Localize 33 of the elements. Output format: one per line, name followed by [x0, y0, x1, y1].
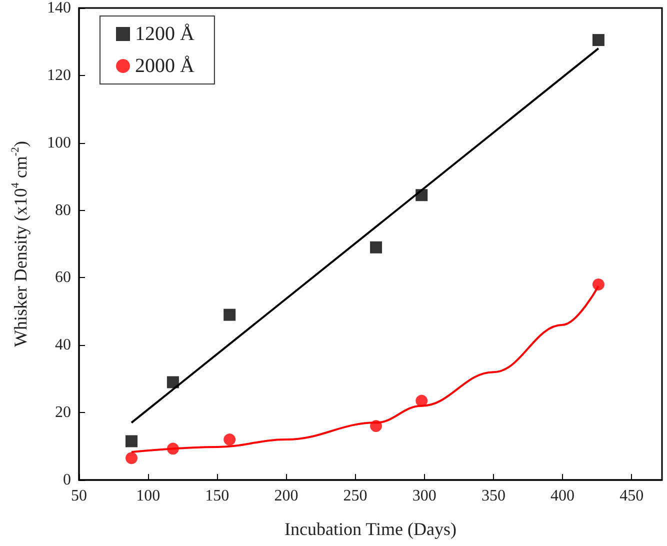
y-tick-label: 60 [55, 269, 71, 286]
y-tick-label: 80 [55, 202, 71, 219]
point [416, 394, 428, 407]
y-axis-title: Whisker Density (x104 cm-2) [10, 140, 30, 348]
x-tick-label: 100 [136, 488, 160, 504]
point [126, 452, 138, 464]
y-tick-label: 140 [47, 0, 71, 16]
point [370, 420, 382, 432]
point [224, 308, 236, 321]
y-tick-label: 0 [63, 472, 71, 488]
point [592, 34, 604, 46]
x-tick-label: 50 [71, 488, 87, 504]
legend-label: 2000 Å [135, 55, 195, 77]
point [592, 278, 604, 290]
point [166, 376, 179, 388]
y-tick-label: 120 [47, 66, 71, 84]
point [416, 189, 428, 202]
point [370, 241, 382, 254]
y-tick-label: 100 [47, 134, 71, 152]
x-tick-label: 150 [205, 488, 230, 504]
x-tick-label: 350 [481, 488, 506, 504]
x-tick-label: 300 [412, 488, 436, 504]
legend-label: 1200 Å [135, 23, 195, 45]
point [126, 435, 138, 448]
point [224, 434, 236, 446]
y-tick-label: 20 [55, 404, 71, 422]
x-tick-label: 200 [274, 488, 298, 504]
y-tick-label: 40 [55, 336, 71, 354]
x-tick-label: 250 [343, 488, 368, 504]
x-tick-label: 450 [620, 488, 644, 504]
x-tick-label: 400 [550, 488, 575, 504]
x-axis-title: Incubation Time (Days) [284, 519, 456, 539]
point [166, 442, 179, 455]
